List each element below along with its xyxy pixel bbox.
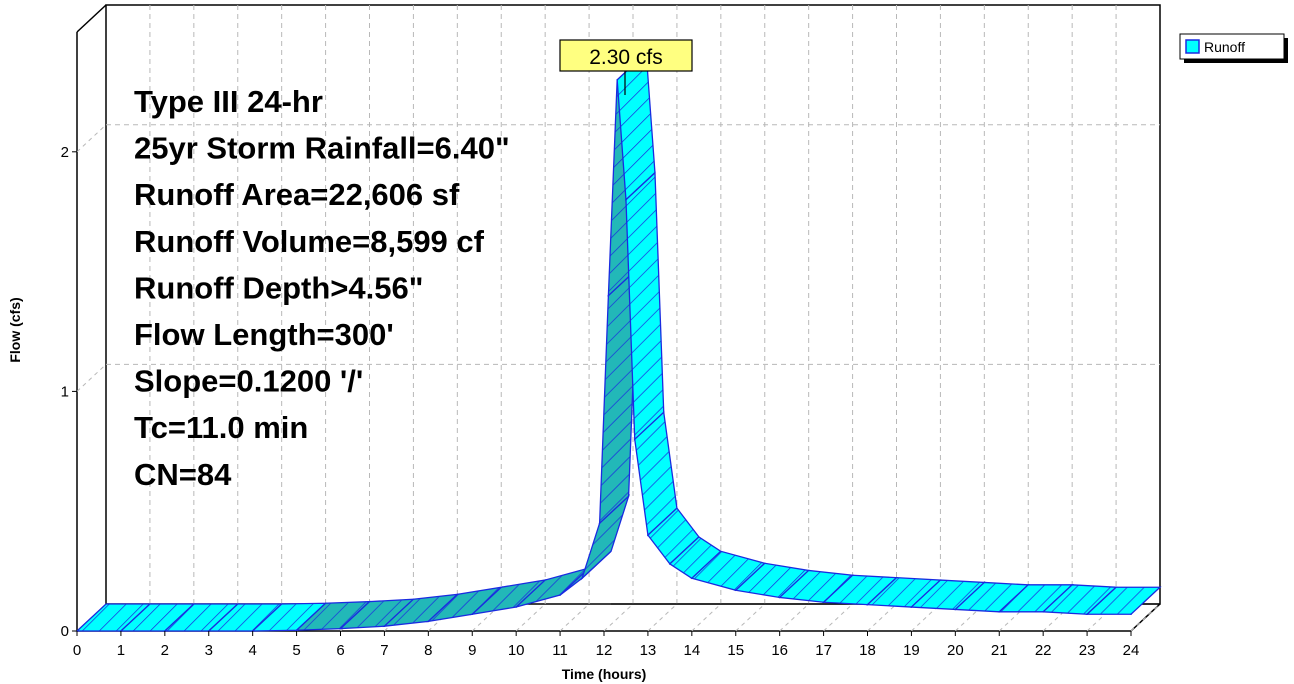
axis-ticks: 0 1 2 3 4 5 6 7 8 9 10 11 12 13 14 15 16 17 18 19 20 21 22 23 24… — [61, 144, 1140, 659]
floor-line-x — [691, 603, 722, 632]
x-tick-label: 12 — [596, 642, 613, 659]
floor-line-x — [779, 603, 810, 632]
runoff-point — [471, 613, 474, 616]
annotation-line: Runoff Area=22,606 sf — [134, 177, 460, 212]
peak-label-box — [559, 39, 693, 72]
storm-annotations: Type III 24-hr 25yr Storm Rainfall=6.40" R… — [134, 84, 510, 492]
x-tick-label: 0 — [73, 642, 81, 659]
runoff-point — [998, 611, 1001, 613]
x-tick-label: 5 — [292, 642, 300, 659]
floor-line-x — [647, 603, 678, 632]
runoff-point — [633, 438, 636, 441]
runoff-point — [1042, 611, 1044, 613]
x-tick-label: 10 — [508, 642, 525, 659]
runoff-point — [822, 601, 825, 604]
x-tick-label: 9 — [468, 642, 476, 659]
x-tick-label: 7 — [380, 642, 388, 659]
runoff-series — [75, 51, 1162, 632]
runoff-point — [598, 522, 601, 524]
x-tick-label: 6 — [336, 642, 344, 659]
y-tick-label: 2 — [61, 144, 69, 161]
runoff-point — [616, 79, 618, 81]
annotation-line: Type III 24-hr — [134, 84, 323, 119]
x-tick-label: 14 — [683, 642, 700, 659]
x-tick-label: 23 — [1079, 642, 1096, 659]
runoff-point — [295, 629, 298, 632]
floor-line-x — [735, 603, 766, 632]
runoff-point — [954, 608, 957, 611]
runoff-point — [734, 589, 737, 592]
runoff-point — [1130, 613, 1132, 616]
annotation-line: Flow Length=300' — [134, 317, 394, 352]
x-tick-label: 17 — [815, 642, 832, 659]
wall-line-y — [76, 364, 107, 392]
x-tick-label: 13 — [640, 642, 657, 659]
runoff-segment — [1085, 586, 1162, 615]
runoff-point — [778, 596, 781, 599]
x-tick-label: 18 — [859, 642, 876, 659]
wall-line-y — [76, 124, 107, 153]
runoff-point — [581, 577, 583, 580]
x-tick-label: 3 — [205, 642, 213, 659]
y-axis-title: Flow (cfs) — [7, 297, 23, 362]
annotation-line: Runoff Depth>4.56" — [134, 270, 423, 305]
annotation-line: Tc=11.0 min — [134, 410, 308, 445]
floor-line-x — [559, 603, 590, 632]
legend: Runoff — [1179, 33, 1288, 63]
floor-line-x — [603, 603, 634, 632]
floor-line-x — [515, 603, 546, 632]
runoff-point — [383, 625, 386, 628]
peak-label: 2.30 cfs — [559, 39, 693, 95]
x-tick-label: 2 — [161, 642, 169, 659]
x-tick-label: 1 — [117, 642, 125, 659]
x-axis-title: Time (hours) — [562, 666, 647, 682]
runoff-point — [866, 603, 869, 606]
x-tick-label: 20 — [947, 642, 964, 659]
runoff-point — [515, 606, 517, 608]
y-tick-label: 1 — [61, 383, 69, 400]
x-tick-label: 4 — [248, 642, 256, 659]
x-tick-label: 8 — [424, 642, 432, 659]
floor-line-x — [867, 603, 897, 632]
x-tick-label: 11 — [552, 642, 568, 659]
annotation-line: 25yr Storm Rainfall=6.40" — [134, 131, 510, 166]
x-tick-label: 16 — [771, 642, 788, 659]
annotation-line: Runoff Volume=8,599 cf — [134, 224, 485, 259]
runoff-point — [691, 577, 693, 580]
floor-line-x — [823, 603, 853, 632]
runoff-point — [910, 606, 913, 608]
x-tick-label: 19 — [903, 642, 920, 659]
y-tick-label: 0 — [61, 623, 69, 640]
runoff-point — [669, 563, 671, 565]
frame-left-depth-top — [76, 4, 107, 33]
x-tick-label: 24 — [1123, 642, 1140, 659]
peak-label-text: 2.30 cfs — [589, 46, 663, 69]
x-tick-label: 21 — [991, 642, 1008, 659]
runoff-point — [607, 294, 610, 297]
legend-swatch-runoff — [1185, 39, 1200, 54]
annotation-line: Slope=0.1200 '/' — [134, 364, 363, 399]
x-tick-label: 15 — [727, 642, 744, 659]
floor-line-x — [1130, 603, 1161, 632]
runoff-point — [625, 198, 627, 201]
annotation-line: CN=84 — [134, 457, 232, 492]
runoff-point — [427, 620, 430, 623]
x-tick-label: 22 — [1035, 642, 1052, 659]
runoff-point — [339, 627, 342, 630]
runoff-point — [1086, 613, 1088, 616]
runoff-point — [559, 594, 561, 596]
runoff-point — [647, 534, 649, 536]
legend-label-runoff: Runoff — [1204, 39, 1245, 55]
